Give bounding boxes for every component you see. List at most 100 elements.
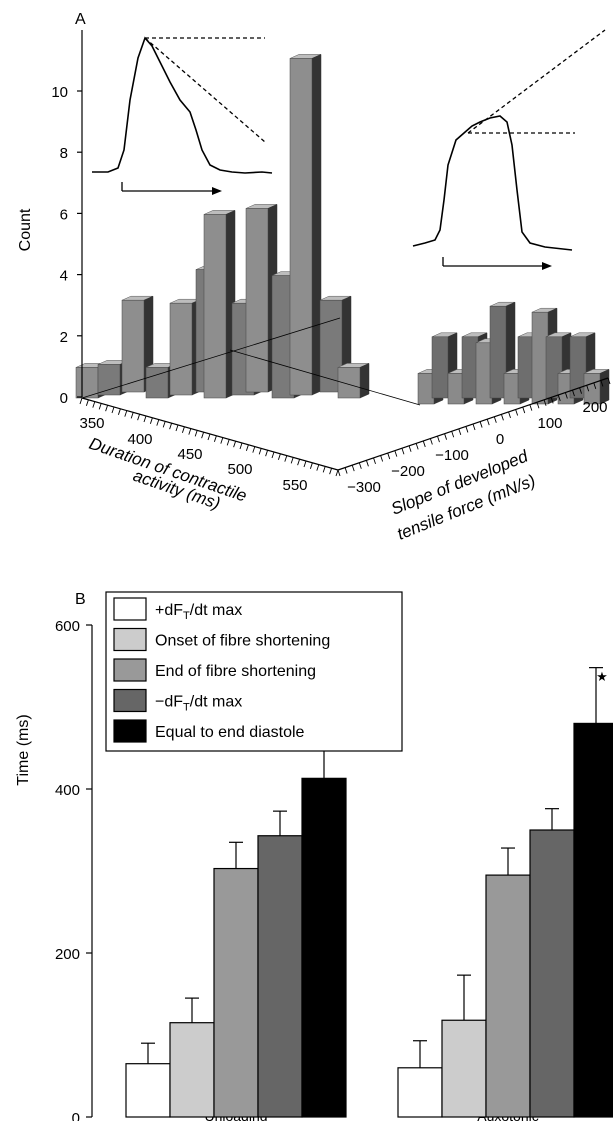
panel-a-z-minor-tick bbox=[365, 460, 369, 467]
panel-a-x-minor-tick bbox=[111, 406, 115, 414]
histogram-bar bbox=[489, 301, 516, 399]
panel-a-z-minor-tick bbox=[380, 455, 384, 462]
panel-a-x-minor-tick bbox=[233, 441, 237, 448]
panel-a-x-minor-tick bbox=[303, 460, 307, 468]
panel-b-y-tick-label: 400 bbox=[55, 782, 80, 799]
panel-a-z-minor-tick bbox=[351, 465, 355, 472]
panel-a-z-minor-tick bbox=[586, 385, 590, 392]
panel-a-x-minor-tick bbox=[297, 459, 301, 466]
panel-a-x-tick-label: 350 bbox=[79, 415, 104, 432]
panel-a-x-minor-tick bbox=[105, 405, 109, 412]
panel-a-x-minor-tick bbox=[252, 446, 256, 453]
panel-a-x-minor-tick bbox=[316, 464, 320, 471]
panel-a-x-minor-tick bbox=[181, 426, 185, 433]
panel-a-x-tick-label: 400 bbox=[127, 431, 152, 448]
histogram-bar-front bbox=[245, 208, 269, 393]
legend-label: +dFT/dt max bbox=[155, 602, 242, 622]
panel-a-y-tick-label: 4 bbox=[60, 268, 68, 285]
bar bbox=[257, 835, 303, 1118]
bar bbox=[125, 1063, 171, 1118]
panel-a-x-minor-tick bbox=[149, 417, 153, 424]
panel-a-z-minor-tick bbox=[543, 399, 547, 406]
panel-a-z-minor-tick bbox=[358, 462, 362, 469]
panel-a-x-minor-tick bbox=[85, 399, 89, 406]
panel-b-label: B bbox=[75, 591, 86, 608]
panel-a-z-minor-tick bbox=[529, 404, 533, 411]
panel-a-z-minor-tick bbox=[373, 457, 376, 465]
panel-a-z-minor-tick bbox=[337, 469, 341, 477]
panel-a-y-axis-label: Count bbox=[17, 208, 34, 251]
panel-b-bars bbox=[125, 667, 613, 1118]
panel-a-x-minor-tick bbox=[92, 401, 96, 408]
panel-a-x-minor-tick bbox=[79, 397, 83, 405]
panel-a-x-minor-tick bbox=[284, 455, 288, 462]
bar bbox=[169, 1022, 215, 1118]
panel-a-x-minor-tick bbox=[162, 421, 166, 428]
panel-a-x-minor-tick bbox=[309, 462, 313, 469]
histogram-bar-side bbox=[359, 363, 370, 399]
legend-label: −dFT/dt max bbox=[155, 694, 242, 714]
panel-a-x-minor-tick bbox=[271, 451, 275, 459]
panel-a: A 0 2 4 6 8 10 350 400 450 500 550 −300 −200 −100 0 100… bbox=[17, 11, 611, 544]
panel-a-z-minor-tick bbox=[572, 389, 575, 397]
panel-b-y-tick-label: 200 bbox=[55, 946, 80, 963]
panel-a-z-minor-tick bbox=[387, 452, 391, 460]
histogram-bar bbox=[583, 369, 610, 405]
bar bbox=[213, 867, 259, 1118]
histogram-bar bbox=[203, 210, 236, 399]
panel-a-x-minor-tick bbox=[117, 408, 121, 415]
panel-a-x-minor-tick bbox=[175, 424, 179, 432]
histogram-bar-front bbox=[569, 336, 587, 399]
panel-a-axes: 0 2 4 6 8 10 350 400 450 500 550 −300 −200 −100 0 100 20… bbox=[51, 30, 611, 496]
histogram-bar-front bbox=[583, 373, 601, 405]
panel-a-x-minor-tick bbox=[201, 432, 205, 439]
panel-a-z-minor-tick bbox=[408, 445, 412, 452]
panel-a-y-tick-label: 6 bbox=[60, 206, 68, 223]
histogram-bar-front bbox=[319, 299, 343, 393]
bar bbox=[397, 1067, 443, 1118]
histogram-bar-side bbox=[311, 54, 322, 396]
panel-a-z-minor-tick bbox=[522, 406, 526, 414]
panel-b-y-axis-label: Time (ms) bbox=[15, 714, 32, 785]
panel-a-x-minor-tick bbox=[277, 453, 281, 460]
significance-star: ★ bbox=[596, 669, 608, 684]
panel-a-z-minor-tick bbox=[564, 392, 568, 399]
panel-a-y-tick-label: 10 bbox=[51, 84, 68, 101]
panel-a-y-tick-label: 8 bbox=[60, 145, 68, 162]
panel-a-z-minor-tick bbox=[415, 443, 419, 450]
panel-a-x-minor-tick bbox=[245, 444, 249, 451]
panel-a-x-minor-tick bbox=[124, 410, 128, 417]
panel-a-z-minor-tick bbox=[493, 416, 497, 423]
legend-swatch bbox=[113, 597, 147, 621]
bar bbox=[529, 829, 575, 1118]
legend-swatch bbox=[113, 688, 147, 713]
histogram-bar bbox=[337, 363, 370, 399]
panel-a-floor-line bbox=[81, 317, 341, 399]
histogram-bar-front bbox=[475, 342, 493, 405]
panel-a-z-minor-tick bbox=[437, 435, 440, 443]
panel-a-z-minor-tick bbox=[593, 382, 597, 389]
panel-a-x-minor-tick bbox=[194, 430, 198, 437]
panel-a-z-minor-tick bbox=[486, 419, 490, 426]
panel-a-z-minor-tick bbox=[536, 402, 540, 409]
unloading-force-trace bbox=[92, 36, 273, 195]
histogram-bar-front bbox=[97, 364, 121, 396]
panel-a-bars bbox=[75, 54, 610, 405]
histogram-bar-front bbox=[503, 373, 521, 405]
panel-a-x-tick-label: 450 bbox=[177, 446, 202, 463]
panel-a-z-minor-tick bbox=[600, 380, 604, 387]
panel-a-x-minor-tick bbox=[130, 412, 134, 419]
panel-a-z-tick-label: −200 bbox=[391, 463, 425, 480]
legend-label: Onset of fibre shortening bbox=[155, 633, 330, 650]
panel-a-z-tick-label: −300 bbox=[347, 479, 381, 496]
legend-label: End of fibre shortening bbox=[155, 663, 316, 680]
histogram-bar-front bbox=[145, 367, 169, 399]
histogram-bar-front bbox=[203, 214, 227, 399]
panel-a-z-minor-tick bbox=[458, 428, 462, 435]
panel-a-z-tick-label: 200 bbox=[582, 399, 607, 416]
panel-a-floor-line bbox=[229, 349, 421, 406]
panel-a-z-minor-tick bbox=[465, 426, 469, 433]
panel-a-x-minor-tick bbox=[290, 457, 294, 464]
panel-a-x-minor-tick bbox=[226, 439, 230, 446]
panel-a-x-minor-tick bbox=[329, 468, 333, 475]
